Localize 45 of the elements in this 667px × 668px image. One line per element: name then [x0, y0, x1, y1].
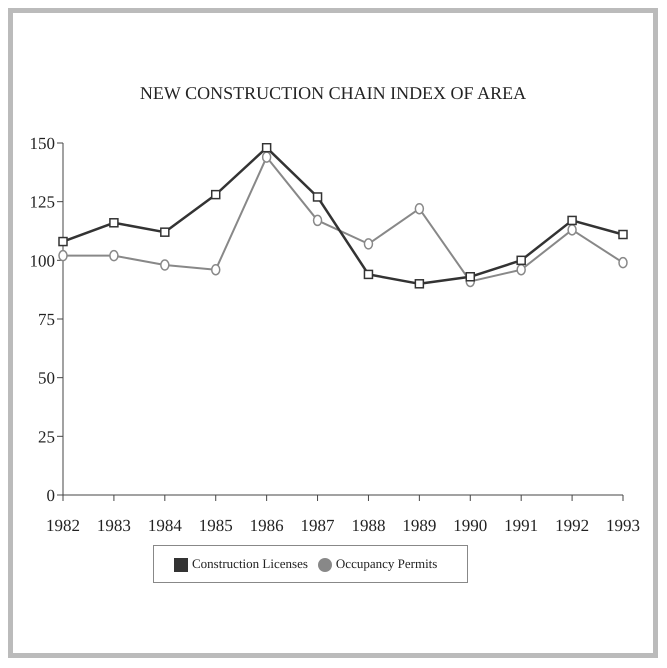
point [160, 259, 170, 271]
x-tick-label: 1985 [198, 516, 233, 536]
y-tick-label: 125 [30, 192, 55, 212]
point [567, 224, 577, 236]
y-tick-label: 100 [30, 251, 55, 270]
x-tick-label: 1987 [300, 516, 336, 536]
point [364, 270, 374, 280]
y-tick-label: 75 [38, 310, 55, 330]
point [312, 214, 322, 226]
point [516, 256, 526, 266]
y-tick-label: 25 [38, 427, 55, 446]
point [160, 227, 170, 237]
point [210, 190, 220, 200]
y-tick-label: 0 [46, 486, 55, 506]
point [618, 230, 628, 240]
point [262, 151, 272, 163]
x-tick-label: 1991 [504, 516, 538, 536]
legend-label: Occupancy Permits [336, 556, 438, 571]
point [516, 264, 526, 276]
y-tick-label: 50 [38, 368, 55, 388]
point [364, 238, 374, 250]
x-tick-label: 1988 [351, 516, 386, 536]
point [210, 264, 220, 276]
legend-label: Construction Licenses [192, 556, 308, 571]
point [618, 256, 628, 268]
x-tick-label: 1989 [402, 516, 436, 536]
point [414, 202, 424, 214]
point [567, 216, 577, 226]
point [109, 250, 119, 262]
point [466, 272, 476, 282]
x-tick-label: 1986 [250, 516, 284, 536]
x-tick-label: 1990 [453, 516, 488, 536]
point [58, 236, 68, 246]
x-tick-label: 1993 [606, 516, 640, 536]
x-tick-label: 1982 [46, 516, 80, 536]
x-tick-label: 1984 [148, 516, 182, 536]
chart-title: NEW CONSTRUCTION CHAIN INDEX OF AREA [138, 83, 528, 105]
point [109, 218, 119, 228]
point [58, 250, 68, 262]
point [262, 143, 272, 152]
x-tick-label: 1983 [96, 516, 131, 536]
point [312, 192, 322, 202]
y-tick-label: 150 [30, 134, 55, 154]
x-tick-label: 1992 [555, 516, 590, 536]
point [414, 279, 424, 289]
